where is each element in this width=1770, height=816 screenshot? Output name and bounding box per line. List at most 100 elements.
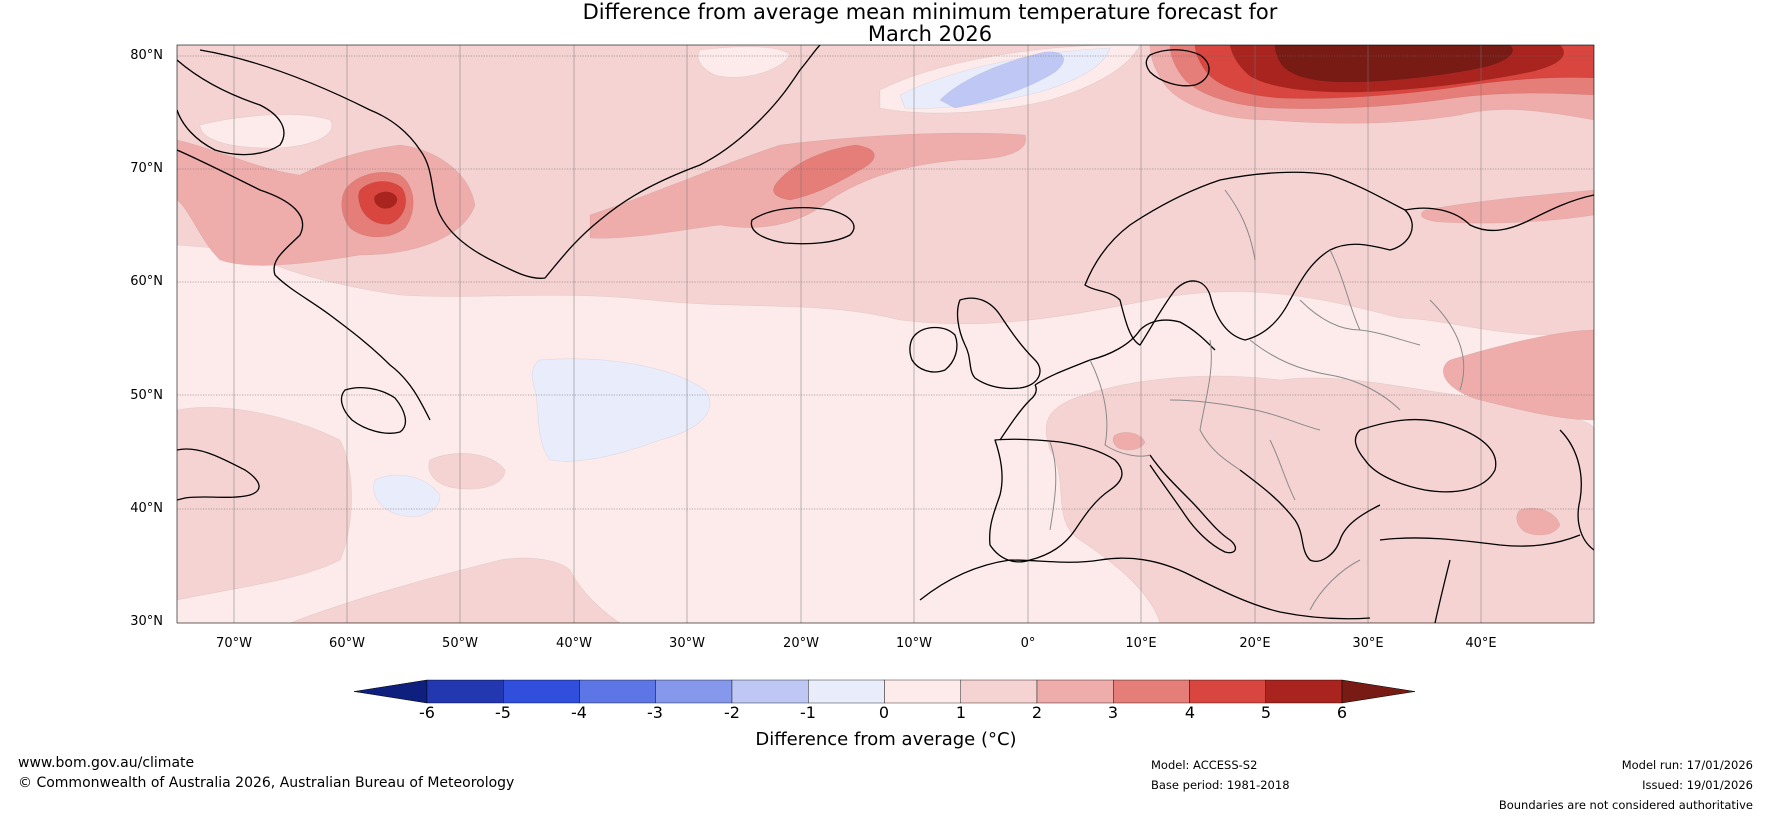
map-plot-area <box>177 45 1594 623</box>
anomaly-region-2-3-russia <box>1421 189 1594 224</box>
border-6 <box>1169 399 1321 431</box>
map-frame <box>176 44 1595 624</box>
lat-label-70n: 70°N <box>130 161 163 176</box>
coast-kola <box>1404 194 1594 232</box>
coast-western-europe <box>1034 319 1216 386</box>
lon-label-50w: 50°W <box>442 636 478 651</box>
lon-label-20e: 20°E <box>1239 636 1271 651</box>
anomaly-region-2-3-turkey <box>1516 507 1561 536</box>
anomaly-region-1-2-small <box>428 453 506 490</box>
copyright-notice: © Commonwealth of Australia 2026, Austra… <box>18 775 515 791</box>
cbar-tick-label: 0 <box>878 703 890 722</box>
border-8 <box>1049 441 1057 531</box>
lon-label-10e: 10°E <box>1125 636 1157 651</box>
anomaly-region-3-4-denmark-strait <box>773 144 875 201</box>
lon-label-70w: 70°W <box>216 636 252 651</box>
colorbar-label: Difference from average (°C) <box>755 729 1017 750</box>
colorbar-segment <box>731 679 809 704</box>
lat-label-50n: 50°N <box>130 388 163 403</box>
website-link[interactable]: www.bom.gov.au/climate <box>18 755 195 771</box>
anomaly-region-1-2-west <box>177 407 352 601</box>
border-9 <box>1309 559 1361 611</box>
colorbar-segment <box>808 679 885 704</box>
colorbar-segment <box>1189 679 1266 704</box>
cbar-tick-label: -1 <box>800 703 816 722</box>
lon-label-0: 0° <box>1020 636 1036 651</box>
border-2 <box>1089 359 1151 457</box>
colorbar-segment <box>579 679 656 704</box>
cbar-tick-label: 4 <box>1184 703 1196 722</box>
anomaly-region-1-2-south-europe <box>1045 375 1594 623</box>
coast-black-sea <box>1354 418 1497 493</box>
colorbar-segment <box>1265 679 1343 704</box>
cbar-tick-label: -3 <box>647 703 663 722</box>
anomaly-region-2-3-labrador <box>177 139 476 266</box>
cbar-tick-label: -2 <box>724 703 740 722</box>
map-title-line1: Difference from average mean minimum tem… <box>582 0 1278 24</box>
cbar-tick-label: 1 <box>955 703 967 722</box>
model-name: Model: ACCESS-S2 <box>1151 758 1258 772</box>
lon-label-40e: 40°E <box>1465 636 1497 651</box>
border-10 <box>1429 299 1465 391</box>
lon-label-30w: 30°W <box>669 636 705 651</box>
model-run-date: Model run: 17/01/2026 <box>1621 758 1753 772</box>
cbar-tick-label: -5 <box>495 703 511 722</box>
coast-svalbard <box>1145 49 1210 87</box>
anomaly-region-2-3-alps <box>1112 432 1146 451</box>
coast-turkey-south <box>1379 534 1581 547</box>
colorbar-segment <box>1113 679 1190 704</box>
border-11 <box>1224 189 1256 261</box>
colorbar-segment <box>960 679 1038 704</box>
coast-north-africa <box>919 557 1371 620</box>
boundaries-disclaimer: Boundaries are not considered authoritat… <box>1498 798 1753 812</box>
anomaly-region-neg-west-atlantic <box>373 474 441 517</box>
coast-levant <box>1434 559 1451 623</box>
map-title-line2: March 2026 <box>867 22 993 46</box>
cbar-tick-label: 2 <box>1031 703 1043 722</box>
border-1 <box>1199 339 1241 471</box>
lat-label-80n: 80°N <box>130 48 163 63</box>
colorbar-segment <box>884 679 961 704</box>
coast-iberia <box>989 438 1123 563</box>
lon-label-60w: 60°W <box>329 636 365 651</box>
lon-label-10w: 10°W <box>896 636 932 651</box>
anomaly-region-neg-mid-atlantic <box>531 358 711 462</box>
colorbar-segment <box>655 679 733 704</box>
lon-label-30e: 30°E <box>1352 636 1384 651</box>
coast-iceland <box>750 207 855 245</box>
colorbar-segment <box>503 679 580 704</box>
border-5 <box>1329 249 1361 331</box>
coast-ireland <box>909 326 958 373</box>
coast-great-britain <box>956 297 1041 390</box>
coastlines <box>177 45 1594 623</box>
anomaly-region-5-6-labrador <box>374 191 398 209</box>
anomaly-region-neg-1-svalbard <box>939 51 1064 109</box>
colorbar <box>353 679 1416 704</box>
cbar-tick-label: 6 <box>1336 703 1348 722</box>
meridians <box>233 45 1482 623</box>
coast-greenland <box>199 45 821 279</box>
cbar-tick-label: 3 <box>1107 703 1119 722</box>
country-borders <box>1049 189 1465 611</box>
cbar-tick-label: -4 <box>571 703 587 722</box>
coast-nova-scotia <box>177 448 260 501</box>
colorbar-arrow-high <box>1341 679 1416 704</box>
colorbar-segment <box>1036 679 1114 704</box>
border-3 <box>1249 339 1401 411</box>
coast-baffin <box>177 59 285 156</box>
colorbar-arrow-low <box>353 679 428 704</box>
issued-date: Issued: 19/01/2026 <box>1642 778 1753 792</box>
anomaly-region-0-1-greenland-west <box>199 114 333 149</box>
lat-label-60n: 60°N <box>130 274 163 289</box>
anomaly-region-0-1-greenland-north <box>697 46 791 78</box>
cbar-tick-label: 5 <box>1260 703 1272 722</box>
coast-bay-of-biscay <box>999 384 1037 441</box>
lon-label-40w: 40°W <box>556 636 592 651</box>
coast-scandinavia <box>1084 171 1413 346</box>
anomaly-region-1-2-south-atlantic <box>289 557 621 623</box>
graticule <box>177 55 1594 510</box>
cbar-tick-label: -6 <box>419 703 435 722</box>
coast-newfoundland <box>340 387 407 434</box>
colorbar-segment <box>426 679 504 704</box>
